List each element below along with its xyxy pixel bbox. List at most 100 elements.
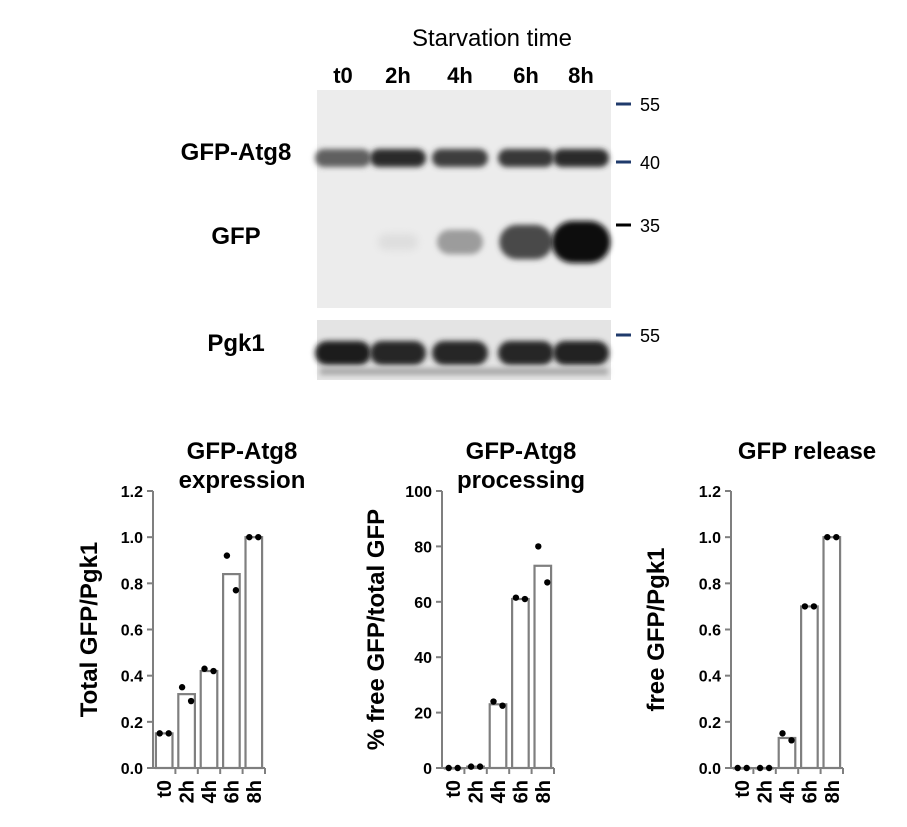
- band-label-pgk1: Pgk1: [207, 330, 264, 357]
- blot-band: [432, 341, 488, 365]
- chart-title: GFP release: [738, 438, 876, 465]
- data-point: [445, 764, 452, 772]
- data-point: [246, 533, 253, 541]
- y-axis-label: free GFP/Pgk1: [643, 547, 670, 711]
- bar-4h: [199, 669, 219, 770]
- y-tick-label: 1.0: [699, 530, 721, 547]
- data-point: [756, 764, 764, 772]
- data-point: [467, 763, 475, 770]
- data-point: [734, 764, 741, 772]
- x-tick-label-8h: 8h: [244, 780, 266, 803]
- x-tick-label-4h: 4h: [777, 780, 799, 803]
- data-point: [187, 697, 195, 705]
- blot-band: [498, 341, 554, 365]
- bar-2h: [466, 765, 485, 770]
- data-point: [178, 684, 186, 691]
- lane-labels: t0 2h 4h 6h 8h: [333, 63, 594, 88]
- x-tick-label-t0: t0: [732, 780, 754, 798]
- x-tick-label-t0: t0: [443, 780, 465, 798]
- blot-band: [377, 233, 419, 251]
- blot-band: [315, 149, 371, 167]
- lane-label-t0: t0: [333, 63, 353, 88]
- data-point: [779, 730, 786, 737]
- y-tick-label: 1.0: [121, 530, 143, 547]
- x-tick-label-8h: 8h: [822, 780, 844, 803]
- data-point: [512, 594, 520, 601]
- blot-band: [436, 229, 484, 255]
- blot-band: [370, 341, 426, 365]
- x-tick-label-4h: 4h: [199, 780, 221, 803]
- lane-label-8h: 8h: [568, 63, 594, 88]
- x-tick-label-6h: 6h: [799, 780, 821, 803]
- lane-label-2h: 2h: [385, 63, 411, 88]
- western-blot: Starvation time t0 2h 4h 6h 8h GFP-Atg8 GFP …: [181, 25, 660, 380]
- bar-8h: [822, 536, 842, 770]
- lane-label-6h: 6h: [513, 63, 539, 88]
- y-tick-label: 0.0: [699, 761, 721, 778]
- y-tick-label: 0: [423, 761, 432, 778]
- blot-band: [553, 341, 609, 365]
- blot-upper-membrane: [317, 90, 611, 308]
- data-point: [201, 665, 208, 672]
- blot-band: [315, 341, 371, 365]
- y-tick-label: 0.2: [121, 715, 143, 732]
- blot-band: [553, 149, 609, 167]
- data-point: [156, 730, 163, 737]
- data-point: [521, 595, 529, 603]
- bar-4h: [777, 736, 797, 770]
- data-point: [801, 603, 809, 610]
- data-point: [454, 764, 461, 772]
- y-tick-label: 80: [414, 539, 432, 556]
- bar-6h: [511, 597, 530, 770]
- bar-t0: [732, 766, 752, 770]
- blot-band: [498, 149, 554, 167]
- y-tick-label: 0.8: [121, 576, 143, 593]
- y-tick-label: 1.2: [699, 484, 721, 501]
- data-point: [255, 533, 262, 541]
- bar-6h: [222, 572, 241, 770]
- blot-bands: [315, 149, 611, 375]
- x-tick-label-6h: 6h: [510, 780, 532, 803]
- bar-2h: [177, 693, 196, 770]
- y-tick-label: 0.6: [121, 623, 143, 640]
- marker-label: 35: [640, 216, 660, 236]
- band-label-gfp-atg8: GFP-Atg8: [181, 139, 292, 166]
- y-tick-label: 1.2: [121, 484, 143, 501]
- marker-label: 55: [640, 326, 660, 346]
- y-tick-label: 0.2: [699, 715, 721, 732]
- y-tick-label: 0.0: [121, 761, 143, 778]
- data-point: [544, 579, 551, 586]
- y-axis-label: % free GFP/total GFP: [363, 509, 390, 750]
- bar-6h: [800, 605, 819, 770]
- chart-gfp-atg8-expression: GFP-Atg8 expression Total GFP/Pgk1 0.0 0.2 0.…: [76, 438, 305, 803]
- data-point: [165, 730, 172, 737]
- bar-8h: [533, 564, 553, 770]
- chart-title: GFP-Atg8 expression: [179, 438, 306, 494]
- x-tick-label-2h: 2h: [466, 780, 488, 803]
- y-tick-label: 100: [405, 484, 432, 501]
- blot-band: [432, 149, 488, 167]
- blot-band: [551, 221, 611, 263]
- data-point: [833, 533, 840, 541]
- data-point: [743, 764, 750, 772]
- x-tick-label-8h: 8h: [533, 780, 555, 803]
- blot-title: Starvation time: [412, 25, 572, 52]
- x-tick-label-2h: 2h: [177, 780, 199, 803]
- data-point: [499, 702, 506, 709]
- bar-8h: [244, 536, 264, 770]
- lane-label-4h: 4h: [447, 63, 473, 88]
- data-point: [824, 533, 831, 541]
- chart-gfp-release: GFP release free GFP/Pgk1 0.0 0.2 0.4 0.6 0.8 1…: [643, 438, 876, 803]
- marker-label: 40: [640, 153, 660, 173]
- chart-gfp-atg8-processing: GFP-Atg8 processing % free GFP/total GFP 0 2…: [363, 438, 585, 803]
- blot-band: [499, 224, 553, 260]
- bar-t0: [154, 732, 174, 770]
- y-tick-label: 0.4: [699, 669, 721, 686]
- data-point: [535, 543, 542, 550]
- x-tick-label-2h: 2h: [755, 780, 777, 803]
- data-point: [810, 603, 818, 610]
- molecular-weight-markers: 55 40 35 55: [616, 95, 660, 346]
- marker-label: 55: [640, 95, 660, 115]
- y-tick-label: 0.6: [699, 623, 721, 640]
